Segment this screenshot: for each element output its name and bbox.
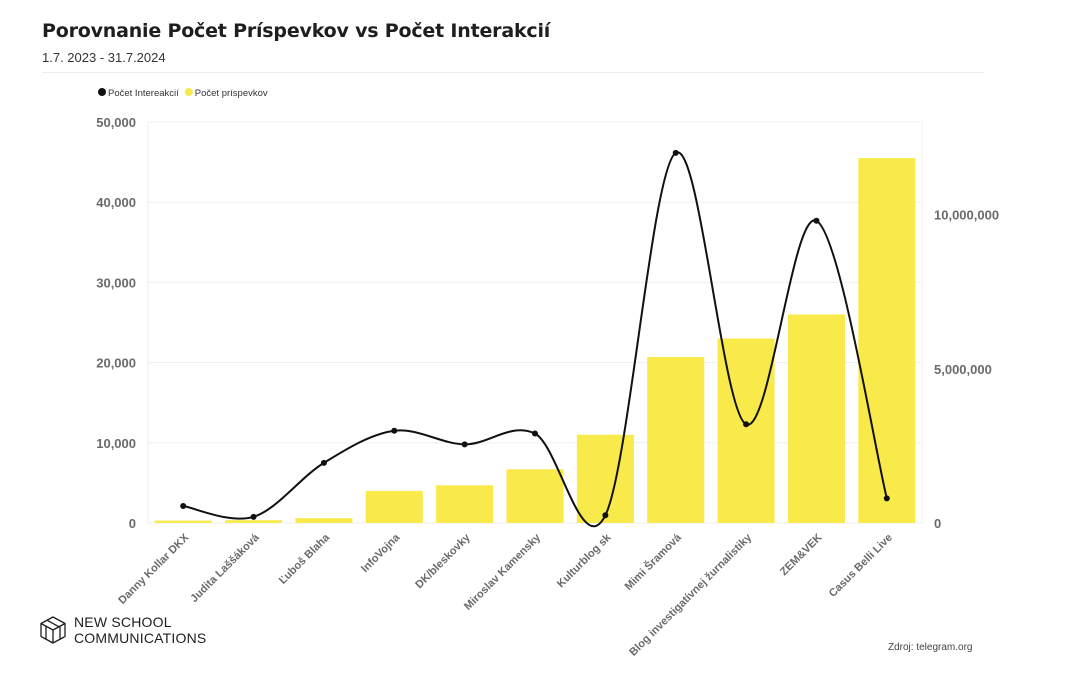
bar bbox=[436, 485, 494, 523]
x-tick-label: Miroslav Kamensky bbox=[462, 531, 544, 613]
legend: Počet Intereakcií Počet príspevkov bbox=[98, 88, 268, 99]
line-point bbox=[532, 430, 538, 437]
legend-label-interactions: Počet Intereakcií bbox=[108, 88, 179, 99]
interactions-line bbox=[182, 151, 888, 527]
line-series bbox=[180, 149, 890, 527]
y-right-tick-label: 0 bbox=[934, 516, 941, 531]
line-point bbox=[883, 495, 890, 502]
line-point bbox=[743, 421, 750, 428]
y-left-tick-label: 30,000 bbox=[96, 275, 136, 290]
bar bbox=[787, 314, 845, 523]
y-left-tick-label: 10,000 bbox=[96, 436, 136, 451]
header-divider bbox=[42, 72, 984, 73]
legend-marker-posts bbox=[184, 88, 193, 96]
bar bbox=[225, 520, 283, 523]
x-tick-label: Ľuboš Blaha bbox=[277, 531, 333, 587]
chart-title: Porovnanie Počet Príspevkov vs Počet Int… bbox=[42, 20, 551, 42]
bar bbox=[858, 158, 916, 523]
bar bbox=[647, 356, 705, 523]
y-left-tick-label: 20,000 bbox=[96, 356, 136, 371]
line-point bbox=[672, 149, 679, 156]
line-point bbox=[250, 513, 257, 520]
line-point bbox=[813, 217, 820, 224]
y-left-tick-label: 50,000 bbox=[96, 115, 136, 130]
y-right-tick-label: 5,000,000 bbox=[934, 362, 992, 377]
x-tick-label: DK/bleskovky bbox=[413, 531, 473, 591]
bar bbox=[506, 469, 564, 523]
bar-series bbox=[154, 158, 916, 523]
logo-line-1: NEW SCHOOL bbox=[74, 614, 172, 630]
line-point bbox=[180, 503, 187, 510]
bar bbox=[295, 518, 353, 523]
y-right-tick-label: 10,000,000 bbox=[934, 208, 999, 223]
line-point bbox=[461, 441, 468, 448]
x-tick-label: Blog investigatívnej žurnalistiky bbox=[627, 531, 755, 659]
source-note: Zdroj: telegram.org bbox=[888, 642, 973, 653]
bar bbox=[576, 434, 634, 523]
x-tick-label: Kulturblog sk bbox=[555, 531, 614, 590]
y-left-tick-label: 0 bbox=[129, 516, 136, 531]
line-point bbox=[391, 427, 398, 434]
legend-label-posts: Počet príspevkov bbox=[195, 88, 268, 99]
y-axis-right: 0 5,000,000 10,000,000 bbox=[934, 208, 999, 531]
logo: NEW SCHOOL COMMUNICATIONS bbox=[38, 614, 206, 646]
chart-subtitle: 1.7. 2023 - 31.7.2024 bbox=[42, 50, 166, 65]
logo-line-2: COMMUNICATIONS bbox=[74, 630, 207, 646]
x-tick-label: InfoVojna bbox=[359, 531, 403, 575]
legend-marker-interactions bbox=[98, 88, 106, 96]
line-point bbox=[320, 459, 327, 466]
bar bbox=[154, 520, 212, 523]
y-left-tick-label: 40,000 bbox=[96, 195, 136, 210]
line-point bbox=[602, 512, 609, 519]
cube-logo-icon bbox=[40, 616, 66, 644]
x-tick-label: Danny Kollar DKX bbox=[116, 531, 192, 607]
bar bbox=[365, 490, 423, 523]
x-tick-label: Judita Laššáková bbox=[188, 531, 262, 605]
y-axis-left: 0 10,000 20,000 30,000 40,000 50,000 bbox=[96, 115, 136, 531]
x-tick-label: Mimi Šramová bbox=[622, 530, 685, 593]
x-tick-label: ZEM&VEK bbox=[778, 532, 825, 579]
x-tick-label: Casus Belli Live bbox=[827, 532, 895, 600]
